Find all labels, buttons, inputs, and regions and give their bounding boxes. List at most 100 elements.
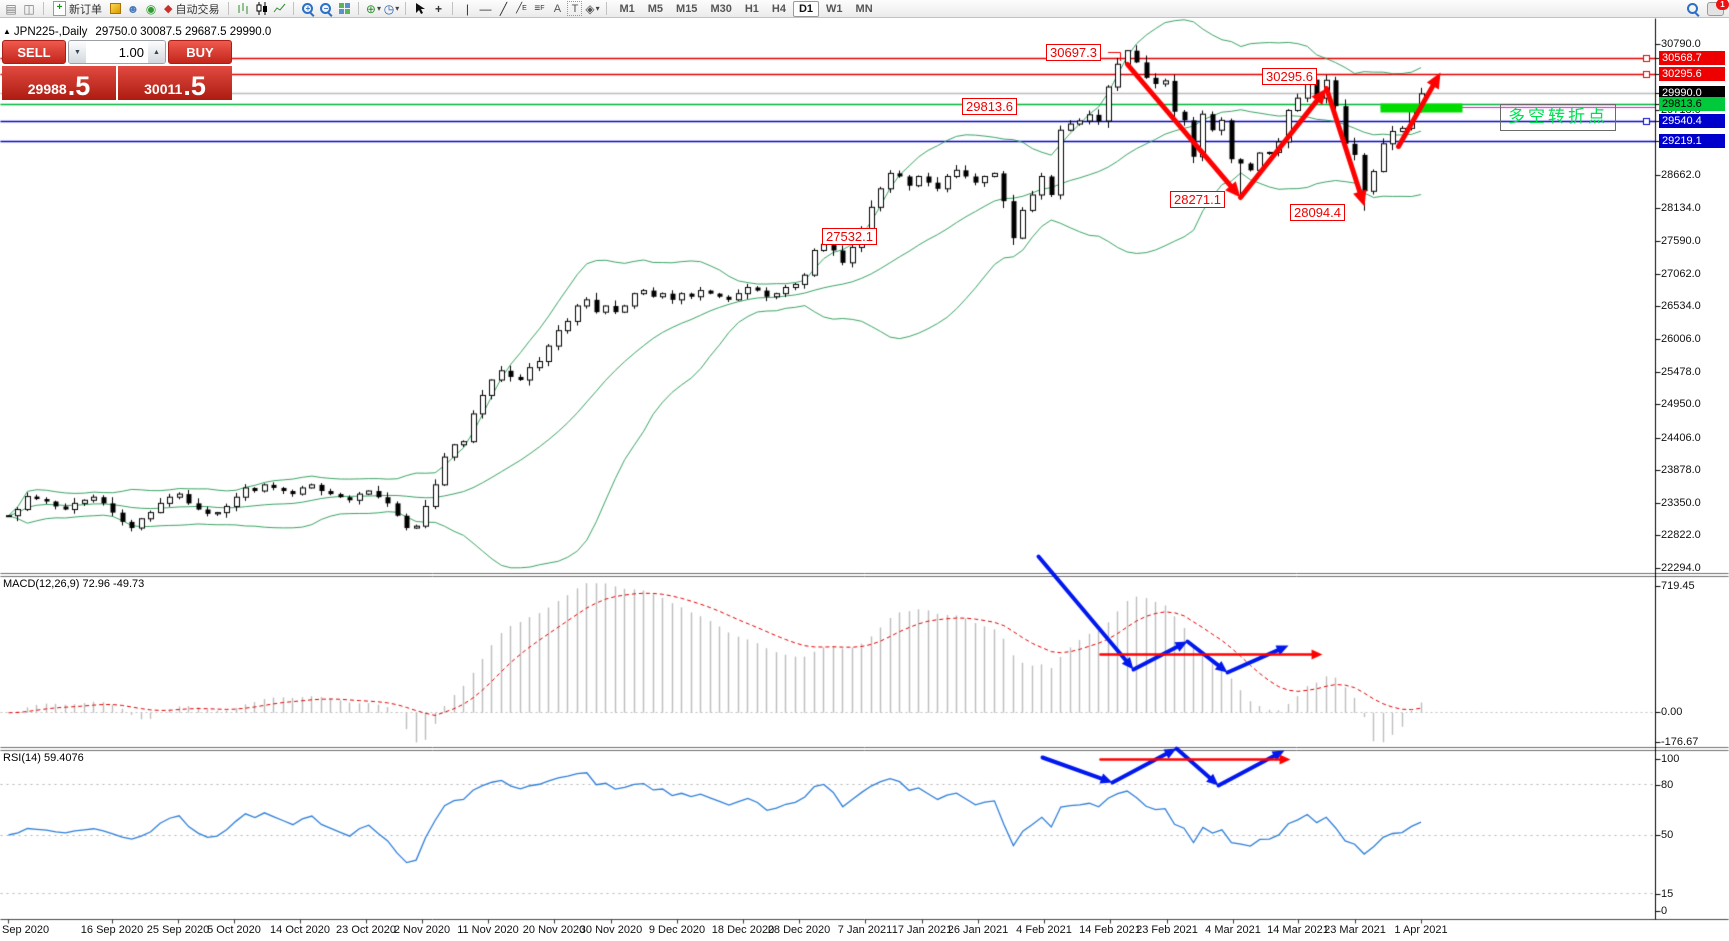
indicator-tick-label: 15 — [1661, 888, 1674, 900]
new-order-button[interactable]: + 新订单 — [50, 1, 105, 17]
chart-title: ▲ JPN225-,Daily 29750.0 30087.5 29687.5 29… — [3, 26, 271, 38]
price-level-label: 29813.6 — [1659, 97, 1725, 112]
deposit-icon[interactable] — [107, 1, 123, 17]
rsi-label: RSI(14) 59.4076 — [3, 752, 84, 764]
sell-button[interactable]: SELL — [2, 40, 66, 64]
buy-button[interactable]: BUY — [168, 40, 232, 64]
bar-chart-mode-icon[interactable] — [235, 1, 251, 17]
indicator-tick-label: 50 — [1661, 829, 1674, 841]
indicators-menu-icon[interactable]: ⊕ ▾ — [365, 1, 381, 16]
candlestick-mode-icon[interactable] — [253, 1, 269, 17]
main-toolbar: ▤ ◫ + 新订单 ☻ ◉ ◆ 自动交易 + − ⊕ ▾ ◷ ▾ — [0, 0, 1729, 18]
price-tick-label: 28134.0 — [1661, 201, 1701, 214]
macd-label: MACD(12,26,9) 72.96 -49.73 — [3, 578, 145, 590]
price-tick-label: 27062.0 — [1661, 267, 1701, 280]
timeframe-m15[interactable]: M15 — [676, 2, 698, 15]
price-tick-label: 24406.0 — [1661, 431, 1701, 444]
price-annotation-label[interactable]: 27532.1 — [822, 228, 877, 245]
toolbar-separator — [43, 2, 44, 15]
text-label-tool-icon[interactable]: T — [567, 1, 583, 16]
buy-price-pips: .5 — [183, 71, 206, 101]
toolbar-separator — [405, 2, 407, 15]
date-tick-label: 18 Dec 2020 — [711, 924, 775, 936]
charts-window-icon[interactable]: ▤ — [5, 1, 17, 16]
date-tick-label: 9 Dec 2020 — [648, 924, 706, 936]
date-tick-label: 5 Oct 2020 — [207, 924, 261, 936]
collapse-icon[interactable]: ▲ — [3, 27, 11, 36]
one-click-trading-panel: SELL ▼ ▲ BUY 29988.5 30011.5 — [2, 40, 232, 100]
notifications-icon[interactable]: 1 — [1707, 0, 1729, 17]
buy-price-display[interactable]: 30011.5 — [118, 66, 232, 100]
price-tick-label: 26534.0 — [1661, 300, 1701, 313]
buy-price-main: 30011 — [144, 81, 183, 97]
date-tick-label: 28 Dec 2020 — [767, 924, 831, 936]
zoom-out-icon[interactable]: − — [318, 1, 334, 17]
symbol-period-label: JPN225-,Daily — [13, 26, 88, 38]
timeframe-mn[interactable]: MN — [855, 2, 873, 15]
price-level-label: 29219.1 — [1659, 133, 1725, 148]
date-tick-label: 26 Jan 2021 — [947, 924, 1009, 936]
periods-menu-icon[interactable]: ◷ ▾ — [383, 1, 400, 16]
date-tick-label: 14 Feb 2021 — [1079, 924, 1141, 936]
toolbar-separator — [358, 2, 360, 15]
zoom-in-icon[interactable]: + — [300, 1, 316, 17]
volume-input[interactable] — [86, 41, 148, 63]
profiles-icon[interactable]: ◫ — [23, 1, 35, 16]
trend-note-label[interactable]: 多空转折点 — [1500, 104, 1616, 131]
line-chart-mode-icon[interactable] — [271, 1, 287, 17]
indicator-tick-label: 0.00 — [1661, 706, 1683, 718]
date-tick-label: 16 Sep 2020 — [80, 924, 144, 936]
text-tool-icon[interactable]: A — [553, 2, 562, 15]
vertical-line-tool-icon[interactable]: | — [465, 1, 470, 16]
timeframe-m5[interactable]: M5 — [647, 2, 664, 15]
ohlc-values: 29750.0 30087.5 29687.5 29990.0 — [95, 26, 272, 38]
price-annotation-label[interactable]: 30697.3 — [1046, 44, 1101, 61]
timeframe-toolbar: M1 M5 M15 M30 H1 H4 D1 W1 MN — [613, 0, 878, 17]
timeframe-h1[interactable]: H1 — [744, 2, 759, 15]
autotrading-button[interactable]: ◆ 自动交易 — [161, 1, 222, 17]
date-tick-label: 25 Sep 2020 — [146, 924, 210, 936]
price-annotation-label[interactable]: 29813.6 — [962, 98, 1017, 115]
toolbar-separator — [293, 2, 295, 15]
crosshair-tool-icon[interactable]: + — [434, 1, 442, 16]
autotrading-label: 自动交易 — [175, 3, 220, 16]
indicator-tick-label: 80 — [1661, 779, 1674, 791]
price-tick-label: 22294.0 — [1661, 562, 1701, 574]
sell-price-display[interactable]: 29988.5 — [2, 66, 116, 100]
trendline-tool-icon[interactable]: ╱ — [499, 1, 508, 16]
timeframe-m1[interactable]: M1 — [619, 2, 635, 15]
cursor-tool-icon[interactable] — [412, 1, 428, 17]
indicator-tick-label: -176.67 — [1661, 736, 1699, 748]
date-tick-label: 14 Mar 2021 — [1267, 924, 1329, 936]
volume-increase-button[interactable]: ▲ — [148, 41, 165, 63]
horizontal-line-tool-icon[interactable]: — — [479, 1, 492, 16]
price-annotation-label[interactable]: 28271.1 — [1170, 191, 1225, 208]
date-tick-label: 1 Apr 2021 — [1394, 924, 1448, 936]
tile-windows-icon[interactable] — [336, 1, 352, 17]
price-annotation-label[interactable]: 28094.4 — [1290, 204, 1345, 221]
signals-icon[interactable]: ◉ — [145, 1, 157, 16]
timeframe-d1[interactable]: D1 — [792, 0, 820, 17]
indicator-tick-label: 0 — [1661, 905, 1668, 917]
timeframe-w1[interactable]: W1 — [826, 2, 843, 15]
indicator-tick-label: 100 — [1661, 753, 1680, 765]
search-icon[interactable] — [1685, 1, 1701, 17]
community-icon[interactable]: ☻ — [126, 1, 140, 16]
date-tick-label: 2 Nov 2020 — [393, 924, 451, 936]
date-tick-label: 7 Jan 2021 — [837, 924, 893, 936]
date-tick-label: 11 Nov 2020 — [457, 924, 519, 936]
price-annotation-label[interactable]: 30295.6 — [1262, 68, 1317, 85]
date-tick-label: Sep 2020 — [2, 924, 50, 936]
channel-tool-icon[interactable]: ╱ E — [516, 2, 527, 14]
fibonacci-tool-icon[interactable]: ≡ F — [534, 2, 545, 14]
timeframe-h4[interactable]: H4 — [771, 2, 786, 15]
sell-price-main: 29988 — [27, 81, 67, 97]
volume-decrease-button[interactable]: ▼ — [69, 41, 86, 63]
price-tick-label: 24950.0 — [1661, 398, 1701, 411]
date-tick-label: 4 Feb 2021 — [1016, 924, 1072, 936]
timeframe-m30[interactable]: M30 — [710, 2, 732, 15]
price-level-label: 30568.7 — [1659, 50, 1725, 65]
arrows-tool-icon[interactable]: ◈ ▾ — [585, 1, 600, 16]
